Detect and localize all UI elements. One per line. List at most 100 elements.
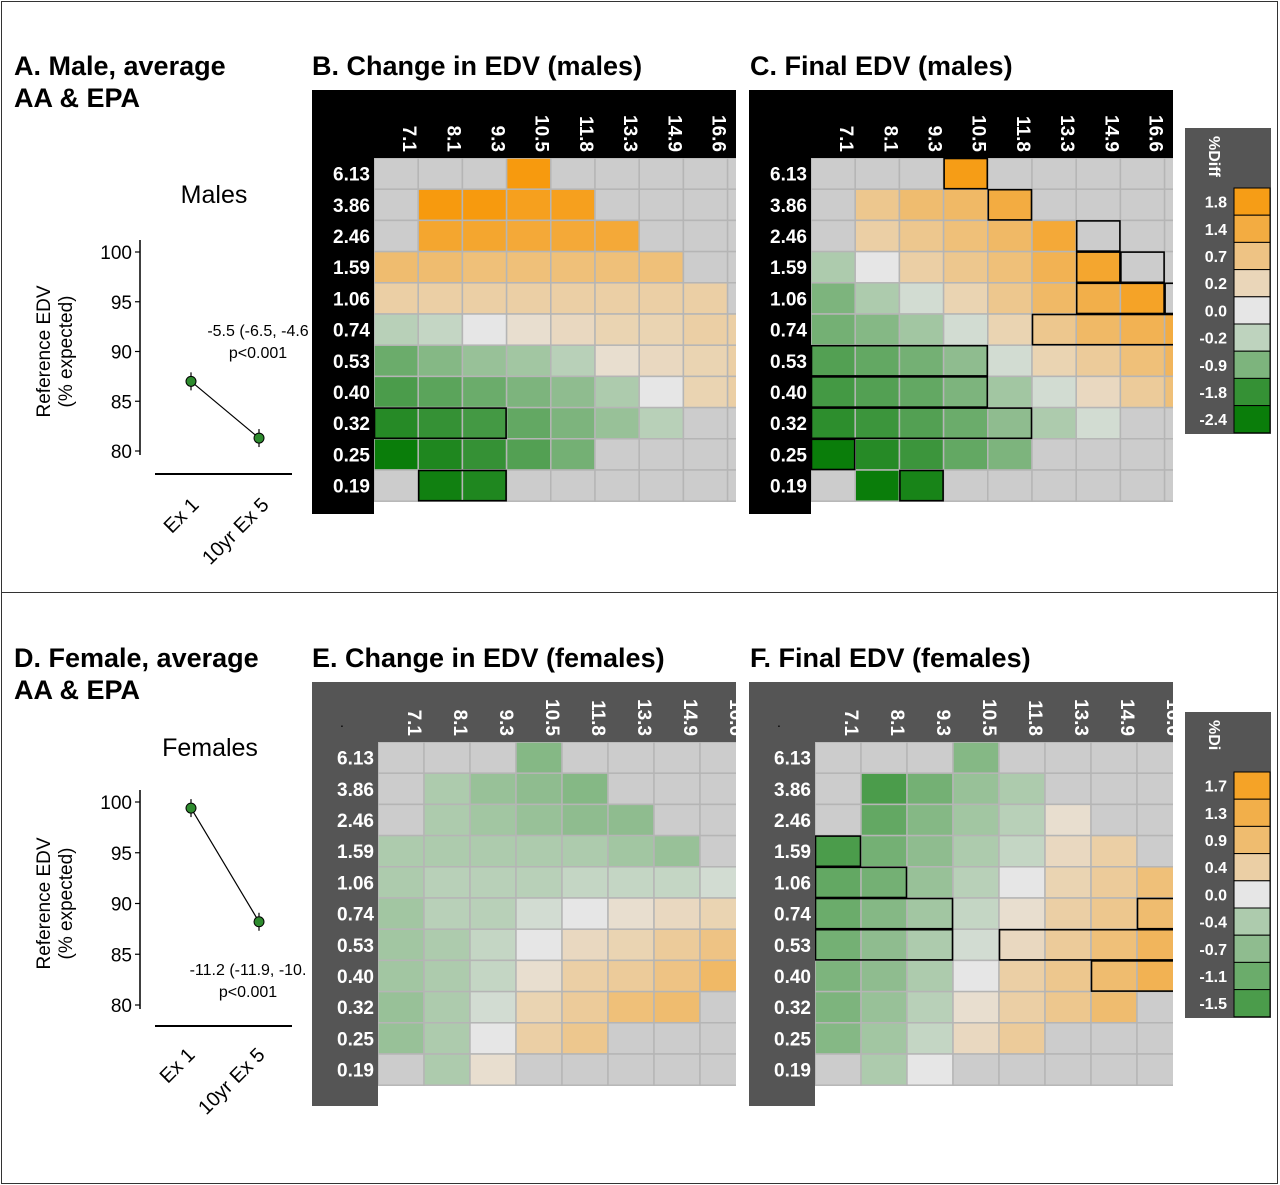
heatmap-cell [998, 928, 1046, 962]
heatmap-cell [1031, 188, 1077, 222]
legend-swatch [1233, 405, 1271, 434]
row-label: 0.40 [337, 967, 374, 988]
row-label: 1.59 [770, 258, 807, 279]
y-tick-label: 85 [111, 945, 132, 966]
data-point [253, 916, 265, 928]
row-label: 6.13 [337, 749, 374, 770]
legend-label: -0.9 [1199, 358, 1227, 375]
heatmap-cell [854, 188, 901, 222]
heatmap-cell [811, 282, 856, 315]
heatmap-cell [469, 1053, 517, 1086]
heatmap-cell [682, 344, 729, 378]
legend-swatch [1233, 187, 1271, 216]
heatmap-cell [1075, 158, 1122, 190]
heatmap-cell [699, 990, 736, 1024]
x-tick-label: 10yr Ex 5 [194, 1044, 269, 1119]
heatmap-cell [906, 742, 954, 774]
heatmap-cell [906, 834, 954, 868]
heatmap-cell [942, 282, 989, 315]
significance-box [811, 407, 1033, 440]
heatmap-cell [898, 313, 945, 346]
heatmap-cell [550, 282, 596, 315]
heatmap-cell [1090, 866, 1138, 899]
row-label: 0.74 [333, 321, 370, 342]
heatmap-cell [815, 834, 862, 868]
heatmap-cell [1163, 158, 1173, 190]
heatmap-cell [423, 897, 471, 930]
heatmap-cell [638, 469, 685, 502]
heatmap-cell [1044, 959, 1092, 993]
heatmap-cell [906, 1022, 954, 1055]
heatmap-cell [374, 282, 419, 315]
chart-title: Females [162, 734, 258, 762]
heatmap-cell [1136, 834, 1173, 868]
row-label: 0.53 [337, 936, 374, 957]
heatmap-cell [1136, 990, 1173, 1024]
series-line [190, 380, 260, 439]
heatmap-cell [987, 250, 1033, 284]
heatmap-cell [594, 250, 640, 284]
heatmap-cell [952, 772, 1000, 806]
heatmap-cell [1075, 313, 1122, 346]
heatmap-cell [1136, 897, 1173, 930]
heatmap-cell [1090, 928, 1138, 962]
legend-label: 1.7 [1205, 779, 1227, 796]
row-label: 0.19 [770, 477, 807, 498]
heatmap-cell [594, 469, 640, 502]
heatmap-cell [682, 188, 729, 222]
column-label: 14.9 [1100, 115, 1121, 152]
heatmap-cell [417, 469, 464, 502]
significance-box [899, 469, 944, 502]
heatmap-cell [417, 158, 464, 190]
heatmap-cell [653, 959, 701, 993]
significance-box [417, 469, 507, 502]
heatmap-cell [638, 250, 685, 284]
heatmap-cell [1136, 1022, 1173, 1055]
heatmap-cell [515, 772, 563, 806]
heatmap-cell [1031, 375, 1077, 409]
heatmap-cell [987, 158, 1033, 190]
panel-f-title: F. Final EDV (females) [750, 643, 1031, 673]
heatmap-cell [515, 990, 563, 1024]
legend-label: -2.4 [1199, 412, 1227, 429]
heatmap-cell [469, 772, 517, 806]
heatmap-cell [653, 803, 701, 837]
heatmap-cell [860, 1053, 908, 1086]
heatmap-cell [423, 834, 471, 868]
legend-label: -1.1 [1199, 969, 1227, 986]
heatmap-cell [1163, 438, 1173, 471]
heatmap-cell [1163, 344, 1173, 378]
heatmap-cell [860, 990, 908, 1024]
heatmap-cell [638, 438, 685, 471]
heatmap-cell [594, 375, 640, 409]
heatmap-cell [1119, 406, 1166, 440]
heatmap-cell [682, 438, 729, 471]
heatmap-cell [607, 772, 655, 806]
column-label: 16.6 [1162, 699, 1183, 736]
heatmap-cells [378, 742, 736, 1086]
heatmap-cell [811, 375, 856, 409]
heatmap-cell [682, 313, 729, 346]
heatmap-cell [906, 772, 954, 806]
heatmap-cell [1119, 438, 1166, 471]
heatmap-cell [699, 772, 736, 806]
heatmap-cell [638, 344, 685, 378]
corner-label: . [340, 714, 344, 730]
heatmap-cell [505, 375, 552, 409]
heatmap-cell [561, 772, 609, 806]
heatmap-cell [942, 438, 989, 471]
heatmap-cell [561, 990, 609, 1024]
heatmap-cell [811, 438, 856, 471]
row-label: 1.59 [774, 842, 811, 863]
heatmap-cell [1119, 375, 1166, 409]
row-label: 6.13 [770, 165, 807, 186]
heatmap-cell [682, 250, 729, 284]
significance-box [1164, 282, 1173, 315]
heatmap-cell [998, 1022, 1046, 1055]
heatmap-cell [854, 375, 901, 409]
heatmap-cell [550, 344, 596, 378]
heatmap-cell [469, 742, 517, 774]
y-tick-label: 95 [111, 844, 132, 865]
y-axis-label-line: Reference EDV [34, 285, 55, 417]
heatmap-cell [461, 375, 508, 409]
